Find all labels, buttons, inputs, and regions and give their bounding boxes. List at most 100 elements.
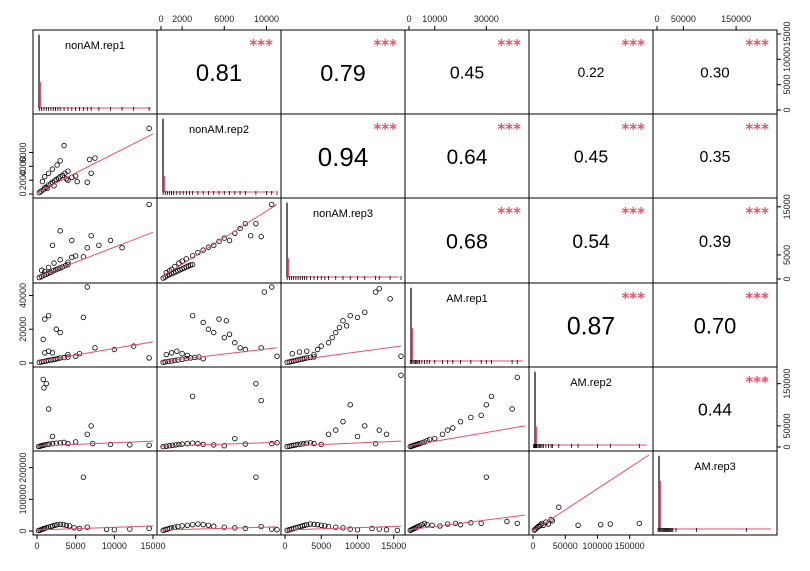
correlation-value: 0.81 — [196, 60, 242, 87]
data-point — [216, 238, 222, 245]
data-point — [221, 235, 227, 241]
panel-frame — [156, 366, 282, 452]
data-point — [322, 523, 328, 529]
data-point — [318, 522, 324, 528]
data-point — [478, 520, 484, 527]
data-point — [51, 260, 57, 266]
data-point — [84, 245, 90, 251]
data-point — [39, 178, 46, 185]
data-point — [432, 435, 438, 442]
data-point — [347, 313, 353, 319]
data-point — [54, 162, 60, 168]
significance-stars: *** — [497, 36, 521, 54]
data-point — [41, 385, 47, 391]
data-point — [54, 521, 60, 528]
data-point — [333, 329, 339, 336]
fit-line — [160, 441, 278, 447]
data-point — [176, 441, 182, 448]
data-point — [258, 523, 264, 530]
data-point — [72, 439, 79, 445]
correlation-value: 0.54 — [572, 232, 610, 253]
data-point — [226, 237, 233, 244]
data-point — [226, 331, 233, 337]
data-point — [556, 504, 562, 510]
data-point — [59, 264, 66, 270]
fit-line — [36, 341, 154, 363]
panel-frame — [280, 450, 406, 536]
data-point — [46, 441, 53, 447]
data-point — [146, 442, 152, 449]
data-point — [269, 440, 275, 447]
data-point — [146, 125, 152, 132]
y-tick-label: 0 — [18, 191, 28, 196]
x-tick-label: 0 — [406, 14, 411, 24]
y-tick-label: 2000 — [18, 170, 28, 190]
fit-line — [532, 454, 650, 532]
data-point — [444, 427, 451, 433]
data-point — [184, 352, 191, 359]
data-point — [205, 244, 212, 250]
data-point — [86, 156, 93, 163]
data-point — [44, 441, 50, 448]
data-point — [329, 334, 335, 341]
data-point — [200, 521, 206, 528]
correlation-value: 0.87 — [567, 313, 615, 340]
data-point — [72, 173, 79, 179]
data-point — [57, 329, 63, 336]
y-tick-label: 15000 — [782, 21, 792, 46]
data-point — [333, 524, 339, 530]
data-point — [311, 521, 317, 528]
data-point — [347, 526, 353, 532]
data-point — [52, 522, 58, 528]
data-point — [42, 316, 48, 322]
data-point — [205, 522, 212, 528]
data-point — [130, 343, 137, 349]
data-point — [274, 353, 280, 359]
data-point — [376, 427, 382, 433]
y-tick-label: 10000 — [782, 47, 792, 72]
data-point — [237, 225, 243, 232]
x-tick-label: 150000 — [721, 14, 751, 24]
data-point — [200, 247, 206, 253]
x-tick-label: 0 — [34, 541, 39, 551]
data-point — [269, 201, 275, 208]
data-point — [57, 158, 63, 164]
variable-name: AM.rep1 — [446, 293, 488, 305]
correlation-value: 0.30 — [700, 65, 729, 82]
data-point — [57, 521, 63, 528]
data-point — [40, 336, 46, 343]
data-point — [179, 523, 185, 529]
data-point — [211, 329, 217, 336]
data-point — [325, 340, 332, 346]
y-tick-label: 150000 — [782, 369, 792, 399]
data-point — [184, 440, 191, 447]
y-tick-label: 100000 — [18, 484, 28, 514]
data-point — [421, 439, 428, 445]
data-point — [211, 523, 217, 529]
data-point — [369, 525, 375, 532]
data-point — [195, 521, 201, 527]
data-point — [45, 264, 52, 271]
y-tick-label: 50000 — [782, 413, 792, 438]
data-point — [107, 237, 114, 244]
correlation-value: 0.39 — [699, 232, 731, 251]
data-point — [60, 521, 66, 528]
data-point — [71, 525, 77, 531]
correlation-value: 0.35 — [699, 149, 730, 166]
data-point — [223, 318, 230, 324]
x-tick-label: 6000 — [214, 14, 234, 24]
fit-line — [160, 203, 278, 278]
significance-stars: *** — [621, 289, 645, 307]
data-point — [509, 406, 515, 412]
data-point — [483, 474, 490, 480]
significance-stars: *** — [745, 204, 769, 222]
data-point — [55, 175, 62, 181]
data-point — [146, 525, 152, 532]
data-point — [311, 351, 317, 358]
variable-name: nonAM.rep1 — [65, 40, 125, 52]
significance-stars: *** — [745, 36, 769, 54]
data-point — [80, 314, 87, 321]
data-point — [195, 440, 201, 447]
data-point — [92, 345, 98, 351]
y-tick-label: 40000 — [18, 283, 28, 308]
